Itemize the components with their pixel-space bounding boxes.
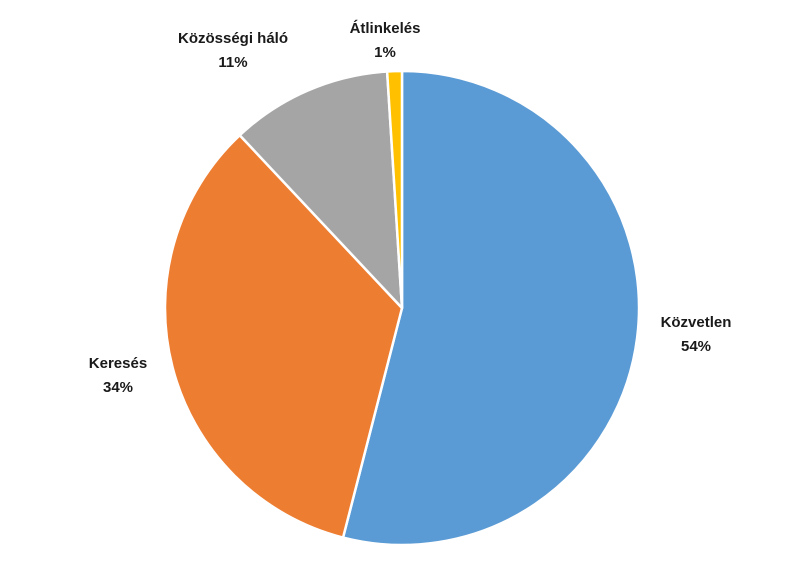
slice-label-atlinkeles: Átlinkelés — [350, 20, 421, 37]
slice-label-kereses: Keresés — [89, 355, 147, 372]
pie-slices — [163, 69, 641, 547]
slice-value-kereses: 34% — [103, 379, 133, 396]
pie-slice-atlinkeles — [385, 69, 404, 310]
slice-label-kozossegi-halo: Közösségi háló — [178, 30, 288, 47]
slice-value-kozossegi-halo: 11% — [218, 54, 247, 71]
pie-slice-kozossegi-halo — [238, 70, 404, 310]
pie-slice-kozvetlen — [341, 69, 641, 547]
slice-value-kozvetlen: 54% — [681, 338, 711, 355]
slice-label-kozvetlen: Közvetlen — [661, 314, 732, 331]
slice-value-atlinkeles: 1% — [374, 44, 396, 61]
pie-slice-kereses — [163, 133, 404, 539]
pie-labels: Közvetlen 54% Keresés 34% Közösségi háló 11% Á… — [89, 20, 732, 396]
